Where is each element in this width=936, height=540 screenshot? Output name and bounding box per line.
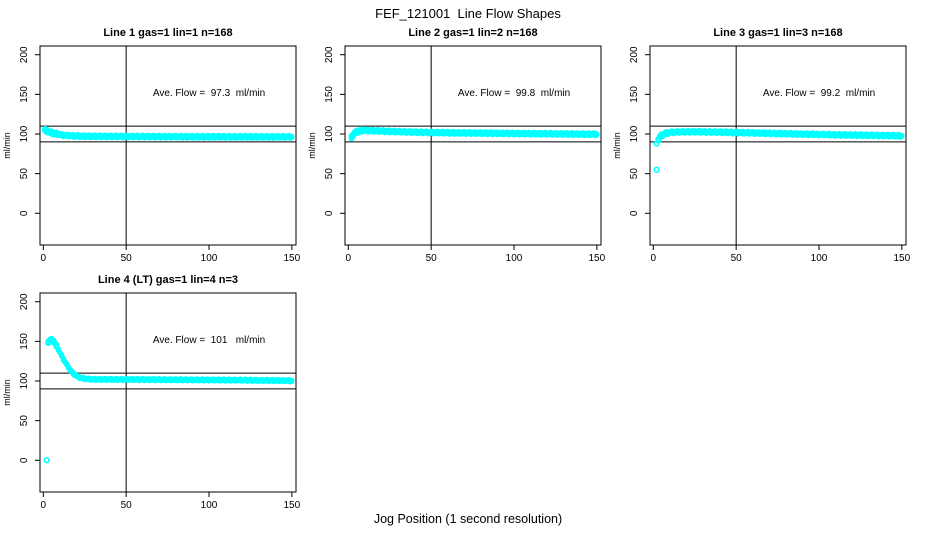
x-axis: 0 50 100 150: [346, 245, 606, 264]
y-tick-label: 0: [19, 457, 30, 463]
reference-lines: [40, 293, 296, 492]
panel-title: Line 2 gas=1 lin=2 n=168: [408, 27, 537, 39]
line3-flow-chart: Line 3 gas=1 lin=3 n=168 0 50 100 150 0 50 100 1…: [612, 27, 911, 264]
y-axis-title: ml/min: [307, 132, 317, 159]
y-tick-label: 150: [324, 86, 335, 103]
y-tick-label: 100: [324, 125, 335, 142]
y-tick-label: 50: [629, 168, 640, 180]
line4-lt-flow-chart: Line 4 (LT) gas=1 lin=4 n=3 0 50 100 150 0 50 1…: [2, 274, 301, 511]
x-tick-label: 50: [121, 253, 133, 264]
y-tick-label: 0: [19, 210, 30, 216]
ave-flow-annotation: Ave. Flow = 99.2 ml/min: [763, 88, 875, 99]
y-tick-label: 100: [19, 125, 30, 142]
x-tick-label: 150: [284, 253, 301, 264]
y-axis: 0 50 100 150 200: [19, 46, 40, 216]
plot-box: [344, 45, 602, 246]
y-tick-label: 150: [19, 86, 30, 103]
line2-flow-chart: Line 2 gas=1 lin=2 n=168 0 50 100 150 0 50 100 1…: [307, 27, 606, 264]
outlier-point: [653, 166, 660, 173]
ave-flow-annotation: Ave. Flow = 97.3 ml/min: [153, 88, 265, 99]
x-tick-label: 100: [811, 253, 828, 264]
y-tick-label: 0: [629, 210, 640, 216]
reference-lines: [40, 46, 296, 245]
x-tick-label: 100: [506, 253, 523, 264]
x-tick-label: 50: [426, 253, 438, 264]
y-tick-label: 0: [324, 210, 335, 216]
x-tick-label: 50: [121, 500, 133, 511]
outlier-point: [653, 140, 660, 147]
y-axis-title: ml/min: [2, 132, 12, 159]
x-tick-label: 150: [284, 500, 301, 511]
y-tick-label: 150: [629, 86, 640, 103]
y-axis-title: ml/min: [612, 132, 622, 159]
panel-title: Line 4 (LT) gas=1 lin=4 n=3: [98, 274, 238, 286]
y-tick-label: 200: [324, 46, 335, 63]
y-tick-label: 200: [19, 46, 30, 63]
data-points: [653, 127, 905, 173]
y-tick-label: 50: [19, 168, 30, 180]
y-tick-label: 200: [19, 293, 30, 310]
x-tick-label: 50: [731, 253, 743, 264]
y-tick-label: 100: [629, 125, 640, 142]
x-tick-label: 0: [41, 253, 47, 264]
data-points: [348, 126, 600, 142]
panel-title: Line 1 gas=1 lin=1 n=168: [103, 27, 232, 39]
y-tick-label: 50: [324, 168, 335, 180]
x-tick-label: 0: [346, 253, 352, 264]
x-axis: 0 50 100 150: [41, 245, 301, 264]
ave-flow-annotation: Ave. Flow = 101 ml/min: [153, 335, 265, 346]
ave-flow-annotation: Ave. Flow = 99.8 ml/min: [458, 88, 570, 99]
y-axis: 0 50 100 150 200: [324, 46, 345, 216]
x-axis: 0 50 100 150: [651, 245, 911, 264]
plot-box: [39, 292, 297, 493]
x-axis: 0 50 100 150: [41, 492, 301, 511]
y-axis: 0 50 100 150 200: [19, 293, 40, 463]
plot-box: [39, 45, 297, 246]
y-tick-label: 200: [629, 46, 640, 63]
x-tick-label: 100: [201, 500, 218, 511]
y-tick-label: 50: [19, 415, 30, 427]
reference-lines: [650, 46, 906, 245]
figure-title: FEF_121001 Line Flow Shapes: [375, 6, 561, 21]
y-axis-title: ml/min: [2, 379, 12, 406]
y-tick-label: 100: [19, 372, 30, 389]
x-axis-title: Jog Position (1 second resolution): [373, 512, 563, 526]
outlier-point: [43, 457, 50, 464]
x-tick-label: 150: [589, 253, 606, 264]
x-tick-label: 100: [201, 253, 218, 264]
data-points: [42, 125, 295, 142]
x-tick-label: 0: [651, 253, 657, 264]
y-axis: 0 50 100 150 200: [629, 46, 650, 216]
plot-box: [649, 45, 907, 246]
x-tick-label: 0: [41, 500, 47, 511]
x-tick-label: 150: [894, 253, 911, 264]
y-tick-label: 150: [19, 333, 30, 350]
line1-flow-chart: Line 1 gas=1 lin=1 n=168 0 50 100 150 0 50 100 1…: [2, 27, 301, 264]
data-points: [43, 335, 295, 464]
reference-lines: [345, 46, 601, 245]
panel-title: Line 3 gas=1 lin=3 n=168: [713, 27, 842, 39]
